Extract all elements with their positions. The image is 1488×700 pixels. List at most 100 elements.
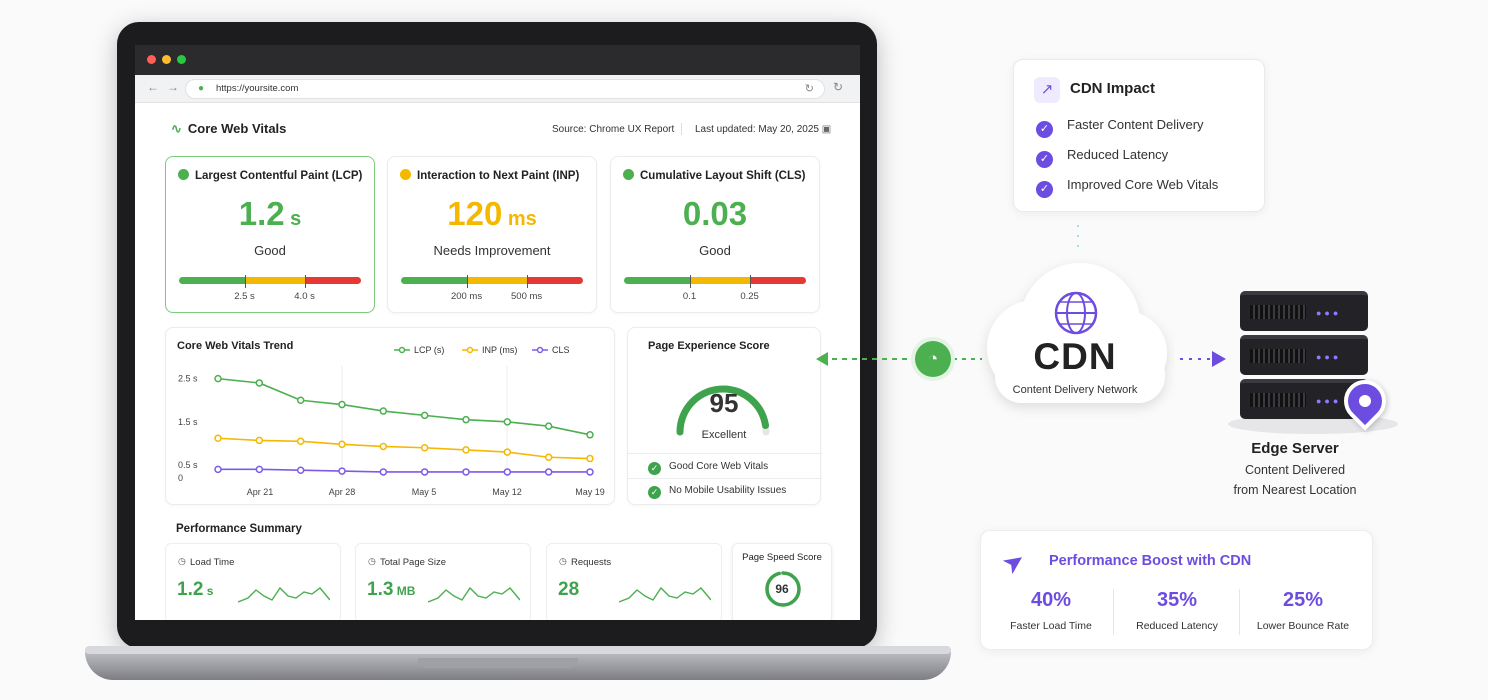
sparkline <box>619 586 711 603</box>
legend-label: LCP (s) <box>414 345 444 355</box>
data-point <box>586 454 594 463</box>
metric-title-text: Interaction to Next Paint (INP) <box>417 170 580 182</box>
stat-card-load-time: ◷ Load Time 1.2 s <box>165 543 341 620</box>
metric-title: Interaction to Next Paint (INP) <box>400 169 579 182</box>
metric-number: 120 <box>447 195 503 232</box>
x-tick-label: May 5 <box>412 487 437 497</box>
sparkline <box>238 586 330 603</box>
threshold-label: 500 ms <box>511 291 543 302</box>
check-icon: ✓ <box>1036 121 1053 138</box>
forward-icon[interactable]: → <box>167 80 179 94</box>
metric-status: Good <box>699 243 731 258</box>
data-point <box>544 468 553 476</box>
data-point <box>420 468 429 476</box>
data-point <box>420 444 429 452</box>
divider <box>1113 589 1114 635</box>
metric-title-text: Cumulative Layout Shift (CLS) <box>640 170 806 182</box>
close-dot[interactable] <box>147 55 156 64</box>
x-tick-label: May 12 <box>492 487 522 497</box>
address-bar[interactable]: ● https://yoursite.com ↻ <box>185 79 825 99</box>
data-point <box>462 446 470 454</box>
metric-title-text: Largest Contentful Paint (LCP) <box>195 170 363 182</box>
threshold-tick <box>749 275 751 288</box>
connector-lines <box>816 225 1226 367</box>
threshold-tick <box>526 275 528 288</box>
reload-icon[interactable]: ↻ <box>804 83 814 95</box>
cdn-subtitle: Content Delivery Network <box>1012 384 1138 396</box>
data-point <box>544 453 553 462</box>
back-icon[interactable]: ← <box>147 80 159 94</box>
metric-number: 0.03 <box>682 195 748 232</box>
clock-icon: ◷ <box>178 556 186 566</box>
refresh-icon[interactable]: ↻ <box>833 80 844 94</box>
trend-title: Core Web Vitals Trend <box>177 340 294 352</box>
pulse-icon: ∿ <box>171 121 182 136</box>
threshold-tick <box>466 275 468 288</box>
last-updated-text: Last updated: May 20, 2025 <box>695 124 819 135</box>
metric-status: Needs Improvement <box>433 243 551 258</box>
bar-segment <box>244 277 305 284</box>
metric-unit: s <box>284 208 302 230</box>
legend-marker <box>466 346 474 354</box>
data-point <box>338 400 346 409</box>
calendar-icon[interactable]: ▣ <box>821 124 832 135</box>
y-tick-label: 0.5 s <box>178 460 198 470</box>
boost-title: Performance Boost with CDN <box>1049 553 1252 569</box>
check-icon: ✓ <box>1036 151 1053 168</box>
data-point <box>503 468 512 476</box>
stat-card-page-size: ◷ Total Page Size 1.3 MB <box>355 543 531 620</box>
last-updated: Last updated: May 20, 2025 ▣ <box>695 124 831 135</box>
status-dot <box>400 169 411 180</box>
page-experience-score: 95 <box>709 388 739 418</box>
threshold-tick <box>304 275 306 288</box>
stat-label: Requests <box>571 557 612 568</box>
trend-chart: 2.5 s 1.5 s 0.5 s 0 Apr 21 Apr 28 May 5 May 12 M… <box>178 345 605 497</box>
bar-segment <box>624 277 690 284</box>
impact-item: ✓ Faster Content Delivery <box>1036 117 1204 138</box>
metric-card-inp[interactable]: Interaction to Next Paint (INP) 120 ms Nee… <box>387 156 597 313</box>
data-point <box>462 415 470 424</box>
page-title: Core Web Vitals <box>187 121 287 136</box>
y-tick-label: 2.5 s <box>178 374 198 384</box>
metric-number: 1.2 <box>238 195 285 232</box>
boost-value: 25% <box>1282 589 1324 611</box>
metric-card-cls[interactable]: Cumulative Layout Shift (CLS) 0.03 Good 0.1… <box>610 156 820 313</box>
data-point <box>462 468 470 476</box>
minimize-dot[interactable] <box>162 55 171 64</box>
impact-item-text: Faster Content Delivery <box>1067 117 1204 132</box>
gauge-fill <box>676 385 770 436</box>
threshold-bar <box>401 277 583 284</box>
bar-segment <box>749 277 806 284</box>
data-point <box>379 442 388 451</box>
legend-label: CLS <box>552 345 570 355</box>
data-point <box>296 466 305 474</box>
speedometer-icon: ◔ <box>915 341 951 377</box>
legend-label: INP (ms) <box>482 345 517 355</box>
threshold-bar <box>179 277 361 284</box>
maximize-dot[interactable] <box>177 55 186 64</box>
threshold-tick <box>689 275 691 288</box>
dashboard-header: ∿ Core Web Vitals <box>171 121 286 137</box>
bar-segment <box>304 277 361 284</box>
legend-marker <box>398 346 406 354</box>
stat-label: Total Page Size <box>380 557 447 568</box>
status-dot <box>623 169 634 180</box>
metric-value: 1.2 s <box>166 195 374 233</box>
stat-number: 1.3 <box>367 579 394 600</box>
edge-server-title: Edge Server <box>1251 440 1339 457</box>
laptop-notch <box>418 658 578 668</box>
x-tick-label: May 19 <box>575 487 605 497</box>
trend-card: Core Web Vitals Trend 2.5 s 1.5 s 0.5 s 0 Ap… <box>165 327 615 505</box>
lock-icon: ● <box>198 83 205 94</box>
data-point <box>503 448 512 456</box>
data-point <box>586 468 594 476</box>
edge-server-line1: Content Delivered <box>1244 463 1346 477</box>
threshold-tick <box>244 275 246 288</box>
score-gauge <box>676 385 770 436</box>
metric-card-lcp[interactable]: Largest Contentful Paint (LCP) 1.2 s Good 2… <box>165 156 375 313</box>
boost-label: Faster Load Time <box>1010 620 1092 632</box>
y-tick-label: 0 <box>178 473 183 483</box>
divider <box>628 453 822 454</box>
boost-label: Lower Bounce Rate <box>1256 620 1350 632</box>
stat-value: 1.2 s <box>177 579 213 601</box>
